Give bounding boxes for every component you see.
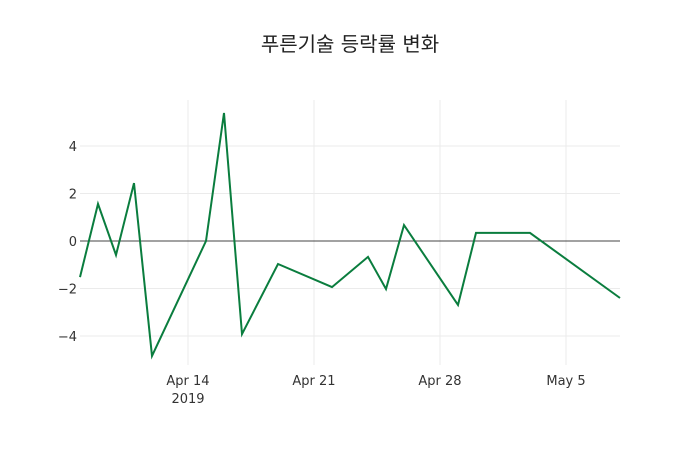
y-tick-label: −2 bbox=[58, 283, 77, 298]
series-line bbox=[79, 112, 621, 360]
x-tick-label: Apr 28 bbox=[418, 374, 461, 389]
chart-title: 푸른기술 등락률 변화 bbox=[260, 32, 440, 56]
x-tick-label: Apr 21 bbox=[292, 374, 335, 389]
x-axis-ticks: Apr 14 2019 Apr 21 Apr 28 May 5 bbox=[166, 374, 585, 407]
y-tick-label: 4 bbox=[69, 140, 77, 155]
x-tick-year: 2019 bbox=[171, 392, 204, 407]
x-tick-label: May 5 bbox=[546, 374, 585, 389]
y-tick-label: 0 bbox=[69, 235, 77, 250]
x-tick-label: Apr 14 bbox=[166, 374, 209, 389]
y-axis-ticks: 4 2 0 −2 −4 bbox=[58, 140, 77, 345]
y-tick-label: 2 bbox=[69, 188, 77, 203]
y-tick-label: −4 bbox=[58, 330, 77, 345]
gridlines bbox=[80, 100, 620, 365]
